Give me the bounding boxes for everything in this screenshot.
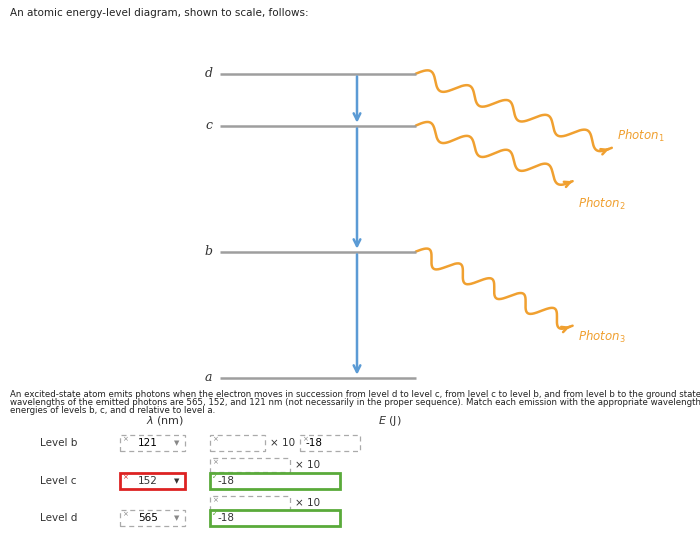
Text: Level d: Level d [40,513,78,523]
Text: × 10: × 10 [295,460,320,470]
Text: ▼: ▼ [174,440,180,446]
Text: ×: × [122,474,128,480]
Text: $\lambda$ (nm): $\lambda$ (nm) [146,414,184,427]
Text: -18: -18 [218,476,235,486]
Text: ×: × [122,436,128,442]
Bar [120,510,185,525]
Bar [120,435,185,451]
Bar [210,510,340,525]
Bar [300,435,360,451]
Text: An excited-state atom emits photons when the electron moves in succession from l: An excited-state atom emits photons when… [10,390,700,399]
Bar [210,473,340,488]
Bar [210,458,290,472]
Text: Photon$_3$: Photon$_3$ [578,329,625,346]
Text: ▼: ▼ [174,478,180,484]
Text: ×: × [302,436,308,442]
Text: c: c [206,119,213,132]
Text: An atomic energy-level diagram, shown to scale, follows:: An atomic energy-level diagram, shown to… [10,8,309,18]
Text: energies of levels b, c, and d relative to level a.: energies of levels b, c, and d relative … [10,406,215,415]
Text: ✓: ✓ [212,474,218,480]
Text: wavelengths of the emitted photons are 565, 152, and 121 nm (not necessarily in : wavelengths of the emitted photons are 5… [10,398,700,407]
Text: -18: -18 [218,513,235,523]
Bar [120,473,185,488]
Text: a: a [205,371,213,384]
Text: d: d [204,67,213,80]
Text: ×: × [212,459,218,465]
Text: ×: × [212,436,218,442]
Text: Photon$_2$: Photon$_2$ [578,196,625,212]
Text: $E$ (J): $E$ (J) [378,414,402,428]
Text: -18: -18 [305,438,322,448]
Text: Level b: Level b [40,438,78,448]
Text: ×: × [212,497,218,504]
Text: × 10: × 10 [295,498,320,508]
Text: 121: 121 [138,438,158,448]
Text: ▼: ▼ [174,514,180,521]
Text: 565: 565 [138,513,158,523]
Text: 152: 152 [138,476,158,486]
Text: b: b [204,245,213,258]
Text: ×: × [122,511,128,517]
Bar [210,496,290,510]
Text: Level c: Level c [40,476,76,486]
Text: × 10: × 10 [270,438,295,448]
Text: ✓: ✓ [212,511,218,517]
Text: Photon$_1$: Photon$_1$ [617,128,664,144]
Bar [210,435,265,451]
